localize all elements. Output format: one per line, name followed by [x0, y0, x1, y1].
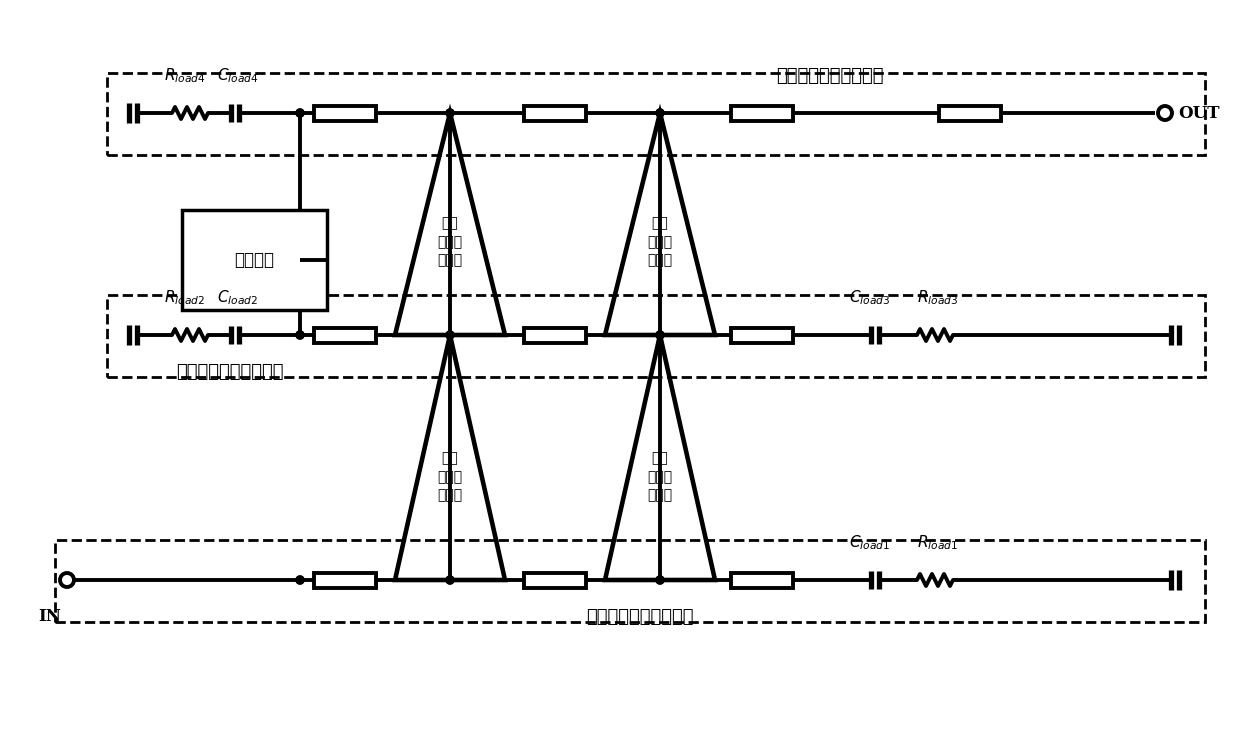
Text: 第四
达林顿
堆叠管: 第四 达林顿 堆叠管 [647, 217, 672, 267]
Bar [732, 327, 794, 343]
Text: 二阶矩阵输出合成网络: 二阶矩阵输出合成网络 [776, 67, 884, 85]
Circle shape [446, 576, 454, 584]
Circle shape [296, 109, 304, 117]
Text: $R_{load2}$: $R_{load2}$ [165, 288, 206, 307]
Circle shape [656, 109, 663, 117]
Circle shape [296, 109, 304, 117]
Circle shape [656, 109, 663, 117]
Text: $C_{load2}$: $C_{load2}$ [217, 288, 259, 307]
Bar [314, 106, 376, 120]
Circle shape [656, 576, 663, 584]
Circle shape [656, 576, 663, 584]
Circle shape [446, 109, 454, 117]
Text: $R_{load1}$: $R_{load1}$ [918, 534, 959, 552]
Text: $R_{load3}$: $R_{load3}$ [918, 288, 959, 307]
Text: $C_{load1}$: $C_{load1}$ [849, 534, 890, 552]
Circle shape [446, 331, 454, 339]
Circle shape [296, 576, 304, 584]
Bar [107, 295, 1205, 377]
Bar [314, 327, 376, 343]
Bar [732, 572, 794, 588]
Bar [525, 327, 587, 343]
Bar [939, 106, 1001, 120]
Bar [314, 572, 376, 588]
Text: 第三
达林顿
堆叠管: 第三 达林顿 堆叠管 [438, 217, 463, 267]
Text: 二阶矩阵输入分配网络: 二阶矩阵输入分配网络 [587, 608, 693, 626]
Bar [525, 572, 587, 588]
Text: 第一
达林顿
堆叠管: 第一 达林顿 堆叠管 [438, 452, 463, 502]
Circle shape [446, 109, 454, 117]
Text: OUT: OUT [1178, 104, 1219, 122]
Circle shape [1158, 106, 1172, 120]
Bar [107, 73, 1205, 155]
Circle shape [446, 576, 454, 584]
Text: 馈电网络: 馈电网络 [234, 251, 274, 269]
Text: $C_{load3}$: $C_{load3}$ [849, 288, 890, 307]
Bar [182, 210, 327, 310]
Circle shape [296, 331, 304, 339]
Text: $C_{load4}$: $C_{load4}$ [217, 66, 259, 85]
Text: 第二
达林顿
堆叠管: 第二 达林顿 堆叠管 [647, 452, 672, 502]
Circle shape [656, 331, 663, 339]
Text: IN: IN [38, 608, 62, 625]
Bar [55, 540, 1205, 622]
Circle shape [656, 331, 663, 339]
Circle shape [60, 573, 74, 587]
Circle shape [446, 331, 454, 339]
Circle shape [296, 576, 304, 584]
Circle shape [296, 331, 304, 339]
Text: $R_{load4}$: $R_{load4}$ [164, 66, 206, 85]
Bar [732, 106, 794, 120]
Text: 二阶矩阵级间平衡网络: 二阶矩阵级间平衡网络 [176, 363, 284, 381]
Bar [525, 106, 587, 120]
